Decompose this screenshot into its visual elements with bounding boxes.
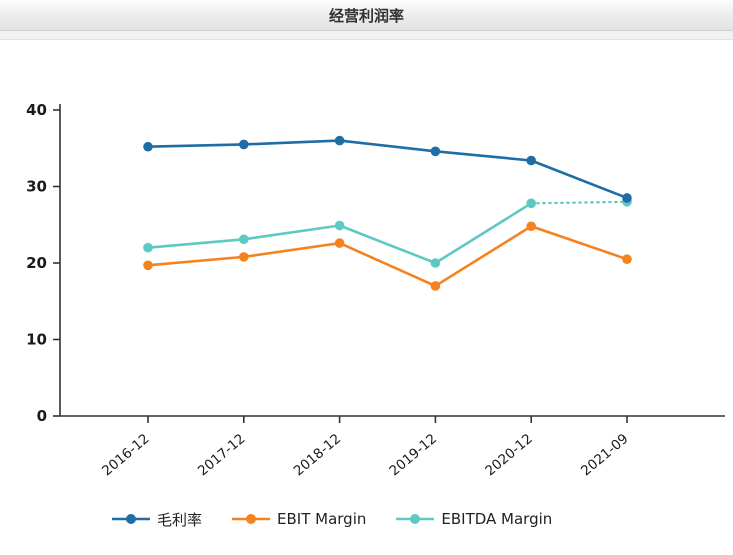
series-line — [147, 139, 628, 200]
y-tick-label: 30 — [26, 178, 47, 196]
y-tick-label: 10 — [26, 331, 47, 349]
x-tick-label: 2017-12 — [195, 431, 248, 480]
legend-item-EBITDA Margin[interactable]: EBITDA Margin — [396, 510, 552, 528]
legend-item-毛利率[interactable]: 毛利率 — [112, 509, 202, 530]
chart-legend: 毛利率 EBIT Margin EBITDA Margin — [0, 504, 733, 534]
x-tick-label: 2019-12 — [386, 431, 439, 480]
data-point-marker — [143, 141, 153, 152]
legend-marker-icon — [232, 514, 271, 524]
series-毛利率 — [143, 135, 632, 203]
data-point-marker — [526, 155, 536, 166]
data-point-marker — [526, 198, 536, 209]
x-tick-label: 2020-12 — [482, 431, 535, 480]
y-tick-label: 40 — [26, 101, 47, 119]
data-point-marker — [430, 281, 441, 291]
legend-label: EBIT Margin — [277, 510, 367, 528]
series-line — [147, 224, 628, 288]
line-chart-canvas: 0 10 20 30 40 2016-12 2017-12 2018-12 2019-12 202… — [26, 101, 725, 480]
series-EBITDA Margin — [143, 197, 632, 268]
data-point-marker — [430, 146, 441, 157]
data-point-marker — [239, 252, 249, 262]
data-point-marker — [239, 234, 249, 245]
data-point-marker — [239, 139, 249, 150]
line-chart: 0 10 20 30 40 2016-12 2017-12 2018-12 2019-12 202… — [0, 48, 733, 498]
series-line-dashed — [530, 200, 629, 205]
y-tick-label: 20 — [26, 254, 47, 272]
legend-label: 毛利率 — [157, 510, 203, 529]
legend-item-EBIT Margin[interactable]: EBIT Margin — [232, 510, 366, 528]
legend-marker-icon — [396, 514, 435, 524]
x-tick-label: 2021-09 — [578, 431, 631, 480]
legend-label: EBITDA Margin — [441, 510, 553, 528]
data-point-marker — [334, 238, 345, 248]
chart-title-bar: 经营利润率 — [0, 0, 733, 31]
data-point-marker — [430, 258, 441, 268]
data-point-marker — [622, 254, 632, 264]
data-point-marker — [334, 135, 345, 146]
data-point-marker — [143, 242, 153, 253]
data-point-marker — [334, 220, 345, 231]
data-point-marker — [526, 221, 536, 232]
legend-marker-icon — [112, 514, 150, 524]
chart-title: 经营利润率 — [328, 6, 404, 25]
data-point-marker — [143, 260, 153, 271]
title-bar-divider — [0, 31, 733, 40]
x-tick-label: 2016-12 — [99, 431, 152, 480]
data-point-marker — [622, 193, 632, 203]
y-tick-label: 0 — [37, 407, 47, 425]
x-tick-label: 2018-12 — [291, 431, 344, 480]
series-line — [147, 202, 532, 265]
series-EBIT Margin — [143, 221, 632, 291]
